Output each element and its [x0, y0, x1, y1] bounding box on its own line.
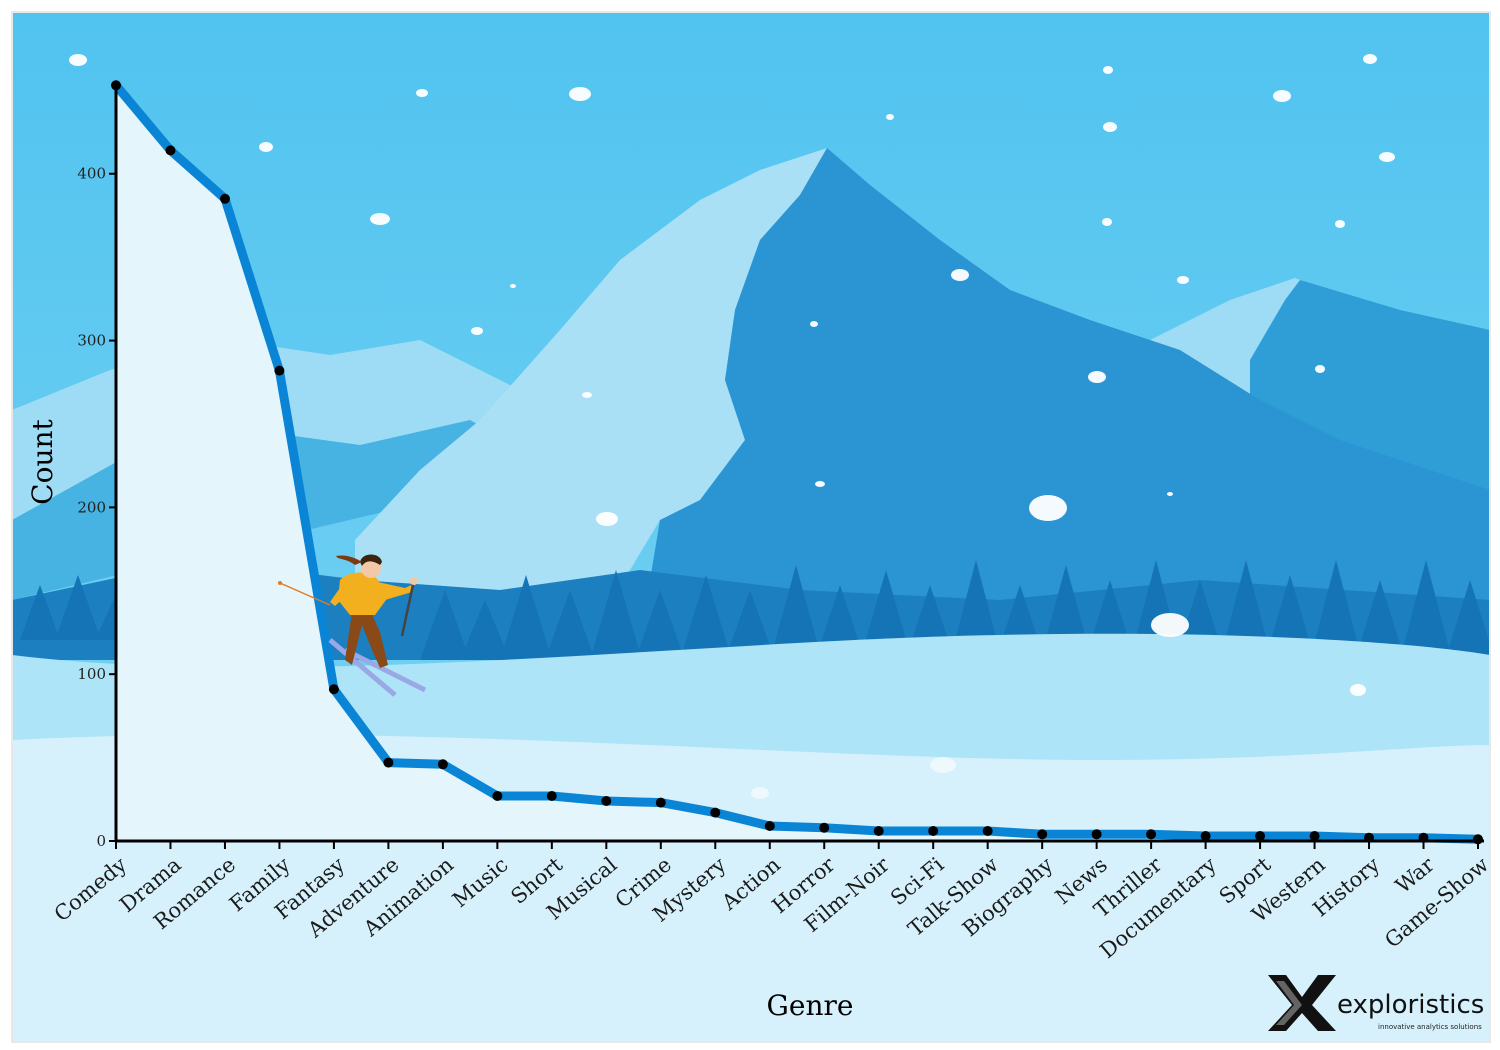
data-point-family	[274, 365, 285, 376]
y-tick-label: 0	[96, 832, 106, 850]
data-point-crime	[655, 797, 666, 808]
data-point-western	[1309, 831, 1320, 841]
data-point-adventure	[383, 757, 394, 768]
data-point-sport	[1255, 831, 1266, 841]
logo-name: exploristics	[1337, 990, 1484, 1020]
y-tick-label: 400	[77, 165, 106, 183]
axes	[114, 82, 1484, 843]
data-point-musical	[601, 796, 612, 806]
x-axis-title: Genre	[767, 989, 854, 1022]
data-point-action	[764, 821, 775, 831]
y-ticks: 0 100 200 300 400	[77, 165, 116, 850]
y-tick-label: 100	[77, 665, 106, 683]
skier-illustration	[278, 554, 427, 697]
data-point-talk-show	[982, 826, 993, 836]
data-point-film-noir	[873, 826, 884, 836]
area-fill-layer	[116, 85, 1478, 842]
y-axis-title: Count	[26, 418, 59, 504]
series-line-layer	[111, 80, 1483, 844]
y-tick-label: 200	[77, 498, 106, 516]
data-point-biography	[1037, 829, 1048, 840]
data-point-comedy	[111, 80, 121, 91]
chart-frame	[11, 11, 1491, 1043]
data-point-game-show	[1473, 834, 1483, 845]
data-point-romance	[220, 193, 230, 204]
data-point-war	[1418, 832, 1429, 843]
data-points	[111, 80, 1483, 845]
area-fill	[116, 85, 1478, 842]
data-point-animation	[437, 759, 448, 770]
data-point-drama	[165, 145, 176, 156]
data-point-horror	[819, 822, 830, 833]
data-point-fantasy	[328, 684, 339, 695]
exploristics-logo: exploristics innovative analytics soluti…	[1268, 975, 1484, 1031]
logo-mark-icon	[1268, 975, 1336, 1031]
data-point-music	[492, 791, 503, 801]
data-point-mystery	[710, 807, 721, 818]
y-tick-label: 300	[77, 332, 106, 350]
data-point-sci-fi	[928, 826, 939, 836]
data-point-news	[1091, 829, 1102, 840]
logo-tagline: innovative analytics solutions	[1378, 1023, 1482, 1031]
series-line	[111, 80, 1483, 844]
data-point-short	[546, 791, 557, 801]
data-point-history	[1364, 832, 1374, 843]
data-point-thriller	[1146, 829, 1157, 840]
data-point-documentary	[1200, 831, 1211, 841]
